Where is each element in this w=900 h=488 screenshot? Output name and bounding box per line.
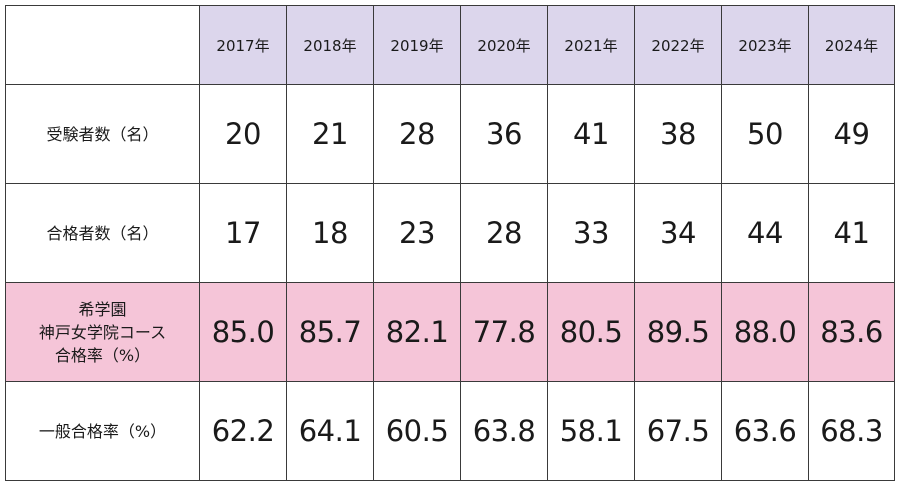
row-label-passers: 合格者数（名） bbox=[5, 183, 200, 283]
admission-results-table: 2017年 2018年 2019年 2020年 2021年 2022年 2023… bbox=[5, 5, 895, 481]
year-header-2023: 2023年 bbox=[721, 5, 809, 85]
table-cell: 89.5 bbox=[634, 282, 722, 382]
general-pass-rate-row: 一般合格率（%） 62.2 64.1 60.5 63.8 58.1 67.5 6… bbox=[5, 381, 895, 481]
year-header-2024: 2024年 bbox=[808, 5, 895, 85]
table-cell: 34 bbox=[634, 183, 722, 283]
table-cell: 49 bbox=[808, 84, 895, 184]
table-cell: 41 bbox=[808, 183, 895, 283]
year-header-2019: 2019年 bbox=[373, 5, 461, 85]
year-header-2022: 2022年 bbox=[634, 5, 722, 85]
table-cell: 23 bbox=[373, 183, 461, 283]
label-line: 合格者数（名） bbox=[46, 223, 159, 243]
label-line: 神戸女学院コース bbox=[38, 322, 167, 342]
table-cell: 63.6 bbox=[721, 381, 809, 481]
table-cell: 28 bbox=[373, 84, 461, 184]
table-cell: 63.8 bbox=[460, 381, 548, 481]
table-cell: 82.1 bbox=[373, 282, 461, 382]
table-cell: 38 bbox=[634, 84, 722, 184]
table-cell: 88.0 bbox=[721, 282, 809, 382]
table-cell: 36 bbox=[460, 84, 548, 184]
table-cell: 41 bbox=[547, 84, 635, 184]
table-cell: 44 bbox=[721, 183, 809, 283]
passers-row: 合格者数（名） 17 18 23 28 33 34 44 41 bbox=[5, 183, 895, 283]
header-row: 2017年 2018年 2019年 2020年 2021年 2022年 2023… bbox=[5, 5, 895, 85]
table-cell: 33 bbox=[547, 183, 635, 283]
label-line: 受験者数（名） bbox=[46, 124, 159, 144]
table-cell: 68.3 bbox=[808, 381, 895, 481]
table-cell: 64.1 bbox=[286, 381, 374, 481]
row-label-course-pass-rate: 希学園 神戸女学院コース 合格率（%） bbox=[5, 282, 200, 382]
table-cell: 20 bbox=[199, 84, 287, 184]
table-cell: 67.5 bbox=[634, 381, 722, 481]
examinees-row: 受験者数（名） 20 21 28 36 41 38 50 49 bbox=[5, 84, 895, 184]
course-pass-rate-row: 希学園 神戸女学院コース 合格率（%） 85.0 85.7 82.1 77.8 … bbox=[5, 282, 895, 382]
table-cell: 21 bbox=[286, 84, 374, 184]
table-cell: 77.8 bbox=[460, 282, 548, 382]
table-cell: 18 bbox=[286, 183, 374, 283]
table-cell: 83.6 bbox=[808, 282, 895, 382]
year-header-2020: 2020年 bbox=[460, 5, 548, 85]
label-line: 希学園 bbox=[78, 299, 127, 319]
table-cell: 58.1 bbox=[547, 381, 635, 481]
label-line: 合格率（%） bbox=[54, 345, 151, 365]
table-cell: 80.5 bbox=[547, 282, 635, 382]
corner-cell bbox=[5, 5, 200, 85]
table-cell: 50 bbox=[721, 84, 809, 184]
table-cell: 17 bbox=[199, 183, 287, 283]
label-line: 一般合格率（%） bbox=[38, 421, 167, 441]
table-cell: 62.2 bbox=[199, 381, 287, 481]
table-cell: 85.7 bbox=[286, 282, 374, 382]
table-cell: 28 bbox=[460, 183, 548, 283]
year-header-2017: 2017年 bbox=[199, 5, 287, 85]
row-label-general-pass-rate: 一般合格率（%） bbox=[5, 381, 200, 481]
row-label-examinees: 受験者数（名） bbox=[5, 84, 200, 184]
year-header-2021: 2021年 bbox=[547, 5, 635, 85]
year-header-2018: 2018年 bbox=[286, 5, 374, 85]
table-cell: 60.5 bbox=[373, 381, 461, 481]
table-cell: 85.0 bbox=[199, 282, 287, 382]
